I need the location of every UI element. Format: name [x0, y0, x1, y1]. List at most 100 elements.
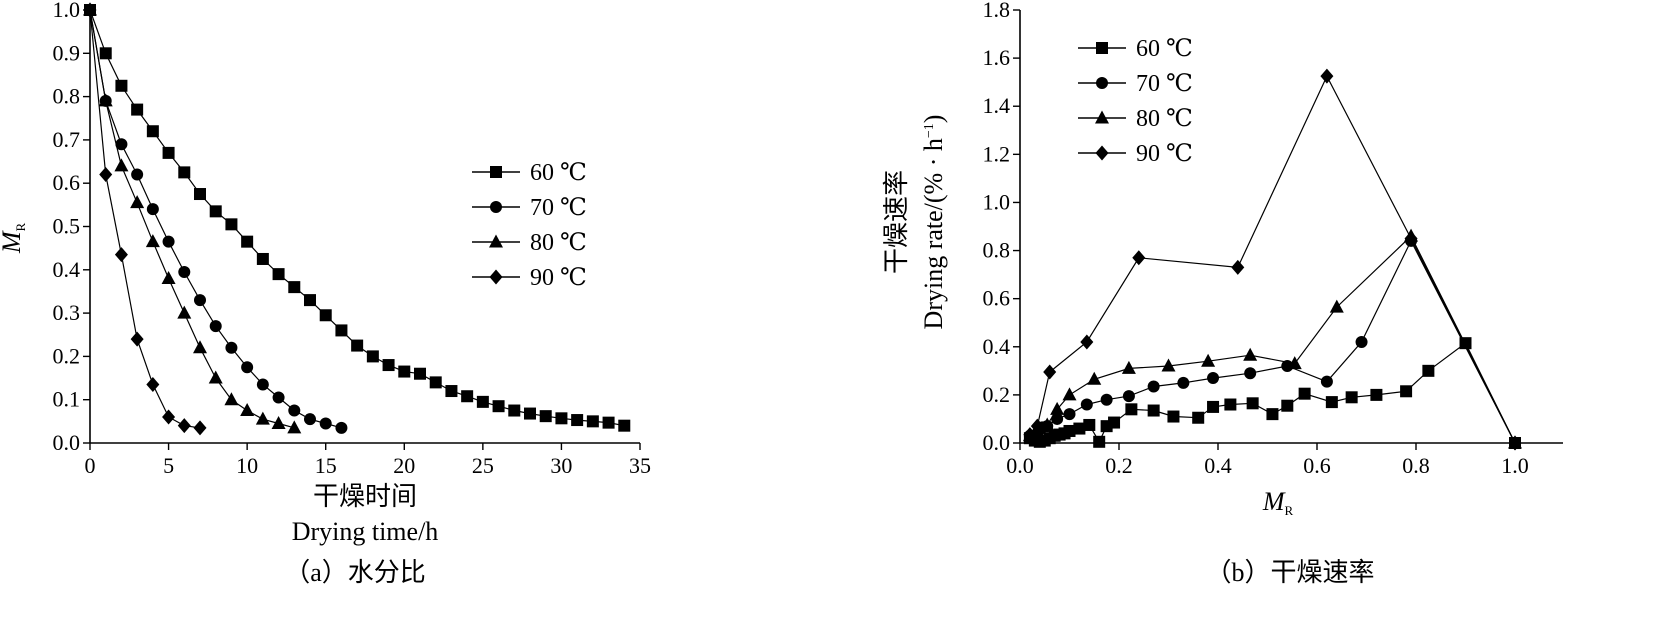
y-axis-label-cn: 干燥速率 — [882, 170, 911, 274]
data-point-sa0-5 — [162, 146, 175, 159]
data-point-sb2-9 — [1243, 347, 1258, 361]
data-point-sa0-30 — [555, 412, 568, 425]
y-axis-label: MR — [0, 223, 28, 255]
x-tick-label-3: 15 — [315, 453, 337, 478]
data-point-sb3-3 — [1080, 334, 1094, 350]
x-tick-label-0: 0 — [85, 453, 96, 478]
y-tick-label-1: 0.1 — [53, 387, 81, 412]
y-tick-label-1: 0.2 — [983, 382, 1011, 407]
data-point-sa0-3 — [131, 103, 144, 116]
data-point-sa1-7 — [194, 294, 206, 307]
y-axis-label-subscript: R — [13, 223, 28, 232]
legend-marker-1 — [490, 201, 502, 213]
data-point-sb1-12 — [1244, 367, 1257, 380]
data-point-sa0-34 — [618, 419, 631, 432]
y-tick-label-2: 0.2 — [53, 343, 81, 368]
series-line-a3 — [89, 9, 201, 429]
data-point-sa1-12 — [272, 391, 285, 404]
data-point-sb1-8 — [1122, 390, 1135, 403]
legend-marker-2 — [1095, 110, 1109, 124]
data-point-sa2-12 — [271, 416, 286, 430]
legend-marker-3 — [489, 269, 503, 285]
data-point-sa0-11 — [256, 252, 269, 265]
series-line-b3 — [1029, 74, 1516, 444]
data-point-sa0-31 — [571, 414, 584, 427]
data-point-sb2-4 — [1062, 387, 1077, 401]
data-point-sa1-14 — [304, 413, 316, 426]
data-point-sb0-28 — [1422, 364, 1435, 377]
data-point-sa0-7 — [194, 188, 206, 201]
data-point-sa0-2 — [115, 79, 128, 92]
data-point-sa0-22 — [429, 376, 442, 389]
y-tick-label-9: 1.8 — [983, 0, 1011, 22]
data-point-sa3-0 — [83, 2, 97, 18]
data-point-sb0-14 — [1125, 403, 1138, 416]
data-point-sb0-27 — [1400, 385, 1413, 398]
data-point-sa1-9 — [225, 341, 238, 354]
data-point-sb1-15 — [1355, 335, 1368, 348]
data-point-sb0-9 — [1073, 422, 1086, 435]
data-point-sa0-23 — [445, 385, 458, 398]
data-point-sa2-6 — [177, 305, 192, 319]
x-axis-label: MR — [1262, 487, 1294, 518]
data-point-sb1-11 — [1207, 372, 1220, 385]
data-point-sa0-16 — [335, 324, 348, 337]
data-point-sb2-5 — [1087, 371, 1102, 385]
x-axis-label-subscript: R — [1285, 503, 1294, 518]
data-point-sb0-16 — [1167, 410, 1180, 423]
data-point-sa0-28 — [524, 407, 536, 420]
x-axis-label-cn: 干燥时间 — [313, 482, 417, 511]
x-tick-label-2: 0.4 — [1204, 453, 1232, 478]
legend-label-0: 60 ℃ — [530, 160, 587, 186]
data-point-sb0-24 — [1325, 396, 1338, 409]
data-point-sb1-7 — [1100, 393, 1113, 406]
legend-marker-2 — [489, 234, 503, 248]
legend-label-3: 90 ℃ — [1136, 141, 1193, 167]
data-point-sa0-15 — [319, 309, 332, 322]
data-point-sa2-9 — [224, 392, 239, 406]
y-tick-label-6: 1.2 — [983, 141, 1011, 166]
data-point-sa3-1 — [99, 167, 113, 183]
data-point-sa0-4 — [146, 125, 159, 138]
y-axis-label: Drying rate/(% · h−1) — [919, 115, 948, 330]
y-tick-label-5: 1.0 — [983, 189, 1011, 214]
data-point-sb1-6 — [1080, 398, 1093, 411]
panel-a-caption: （a）水分比 — [284, 558, 426, 587]
x-axis-label: Drying time/h — [292, 517, 439, 546]
data-point-sa3-5 — [162, 409, 176, 425]
legend-marker-0 — [1096, 42, 1108, 54]
x-tick-label-3: 0.6 — [1303, 453, 1331, 478]
data-point-sa1-2 — [115, 138, 128, 151]
data-point-sa1-8 — [209, 320, 222, 333]
data-point-sa3-2 — [114, 247, 128, 263]
legend-marker-0 — [490, 166, 502, 178]
y-tick-label-4: 0.4 — [53, 257, 81, 282]
data-point-sb0-8 — [1063, 424, 1076, 437]
data-point-sa0-27 — [508, 404, 521, 417]
data-point-sa0-6 — [178, 166, 191, 179]
data-point-sb1-4 — [1051, 412, 1064, 425]
data-point-sa0-12 — [272, 268, 285, 281]
data-point-sa0-26 — [492, 400, 505, 413]
data-point-sb0-18 — [1207, 400, 1220, 413]
data-point-sa0-13 — [288, 281, 301, 294]
legend-marker-1 — [1096, 77, 1108, 89]
legend-label-2: 80 ℃ — [1136, 106, 1193, 132]
data-point-sa1-3 — [131, 168, 144, 181]
x-tick-label-7: 35 — [629, 453, 651, 478]
y-tick-label-8: 0.8 — [53, 84, 81, 109]
y-tick-label-0: 0.0 — [983, 430, 1011, 455]
data-point-sb1-5 — [1063, 408, 1076, 421]
series-line-a2 — [89, 9, 295, 429]
data-point-sa0-25 — [476, 395, 489, 408]
x-tick-label-4: 20 — [393, 453, 415, 478]
data-point-sa2-13 — [287, 420, 302, 434]
data-point-sa3-7 — [193, 420, 207, 436]
legend-marker-3 — [1095, 145, 1109, 161]
data-point-sa1-5 — [162, 235, 175, 248]
data-point-sa0-19 — [382, 359, 395, 372]
data-point-sb2-11 — [1329, 299, 1344, 313]
data-point-sb0-11 — [1093, 435, 1106, 448]
data-point-sb0-26 — [1370, 388, 1383, 401]
